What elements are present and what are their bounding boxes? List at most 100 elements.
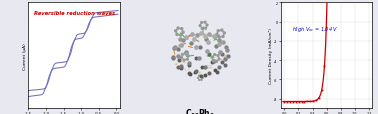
Point bbox=[172, 47, 178, 48]
Circle shape bbox=[185, 53, 187, 55]
Circle shape bbox=[187, 55, 189, 57]
Point bbox=[217, 52, 223, 54]
Point bbox=[223, 47, 229, 49]
Point bbox=[180, 40, 186, 42]
Point bbox=[211, 35, 217, 37]
Point bbox=[192, 71, 198, 73]
Point bbox=[192, 71, 198, 72]
Circle shape bbox=[175, 31, 177, 33]
Point bbox=[187, 73, 193, 75]
Point bbox=[222, 64, 228, 66]
Point bbox=[206, 34, 212, 36]
Point bbox=[211, 60, 217, 62]
Point bbox=[196, 58, 202, 60]
Circle shape bbox=[202, 78, 203, 79]
Circle shape bbox=[222, 36, 224, 38]
Point bbox=[219, 62, 225, 64]
Circle shape bbox=[201, 76, 202, 77]
Point bbox=[219, 53, 225, 55]
Circle shape bbox=[181, 54, 183, 56]
Point bbox=[212, 70, 218, 71]
Point bbox=[197, 47, 203, 49]
Point bbox=[178, 44, 184, 46]
Point bbox=[186, 63, 192, 64]
Point bbox=[220, 42, 226, 44]
Circle shape bbox=[214, 54, 216, 56]
Point bbox=[216, 66, 222, 68]
Circle shape bbox=[221, 30, 223, 32]
Text: High $\mathit{V_{oc}}$ = 1.04 V: High $\mathit{V_{oc}}$ = 1.04 V bbox=[292, 24, 338, 33]
Circle shape bbox=[183, 60, 185, 62]
Circle shape bbox=[217, 55, 219, 57]
Circle shape bbox=[211, 57, 213, 58]
Point bbox=[188, 42, 194, 44]
Circle shape bbox=[204, 28, 206, 30]
Circle shape bbox=[218, 58, 220, 60]
Circle shape bbox=[215, 61, 217, 63]
Circle shape bbox=[217, 30, 219, 32]
Circle shape bbox=[218, 37, 220, 39]
Point bbox=[178, 65, 184, 67]
Circle shape bbox=[180, 35, 182, 37]
Y-axis label: Current Density (mA/cm²): Current Density (mA/cm²) bbox=[269, 28, 273, 84]
Circle shape bbox=[212, 60, 214, 62]
Circle shape bbox=[206, 25, 208, 27]
Point bbox=[183, 52, 189, 54]
Point bbox=[203, 39, 209, 41]
Point bbox=[191, 39, 197, 41]
Point bbox=[216, 43, 222, 45]
Point bbox=[213, 45, 219, 47]
Circle shape bbox=[201, 80, 202, 81]
Point bbox=[186, 64, 192, 66]
Point bbox=[198, 75, 204, 77]
Point bbox=[222, 59, 228, 61]
Circle shape bbox=[216, 34, 218, 36]
Point bbox=[193, 46, 199, 48]
Point bbox=[209, 62, 215, 64]
Point bbox=[204, 51, 210, 53]
Point bbox=[202, 66, 208, 68]
Point bbox=[176, 60, 182, 62]
Point bbox=[198, 33, 204, 34]
Y-axis label: Current (μA): Current (μA) bbox=[23, 43, 27, 69]
Circle shape bbox=[201, 28, 203, 30]
Point bbox=[194, 35, 200, 37]
Point bbox=[178, 68, 184, 70]
Point bbox=[177, 39, 183, 40]
Point bbox=[170, 58, 176, 60]
Point bbox=[175, 49, 181, 51]
Point bbox=[189, 34, 195, 35]
Point bbox=[206, 53, 212, 55]
Circle shape bbox=[199, 25, 201, 27]
Point bbox=[206, 72, 212, 74]
Point bbox=[170, 57, 176, 59]
Point bbox=[193, 57, 199, 59]
Circle shape bbox=[186, 59, 188, 61]
Circle shape bbox=[204, 22, 206, 24]
Circle shape bbox=[182, 32, 184, 34]
Circle shape bbox=[201, 22, 203, 24]
Point bbox=[214, 71, 220, 73]
Text: $\mathbf{C_{60}Ph_6}$: $\mathbf{C_{60}Ph_6}$ bbox=[185, 107, 215, 114]
Circle shape bbox=[199, 76, 200, 77]
Point bbox=[183, 52, 189, 54]
Circle shape bbox=[177, 28, 179, 30]
Point bbox=[205, 42, 211, 44]
Point bbox=[203, 36, 209, 38]
Point bbox=[225, 56, 231, 57]
Circle shape bbox=[223, 33, 225, 35]
Point bbox=[199, 66, 205, 68]
Circle shape bbox=[181, 28, 183, 31]
Point bbox=[175, 67, 181, 68]
Point bbox=[170, 48, 177, 49]
Circle shape bbox=[181, 57, 183, 59]
Point bbox=[224, 50, 230, 52]
Text: Reversible reduction waves: Reversible reduction waves bbox=[34, 11, 115, 16]
Point bbox=[186, 73, 192, 75]
Point bbox=[175, 56, 181, 57]
Point bbox=[202, 74, 208, 76]
Circle shape bbox=[176, 34, 178, 36]
Circle shape bbox=[199, 80, 200, 81]
Point bbox=[216, 39, 222, 41]
Point bbox=[183, 37, 189, 39]
